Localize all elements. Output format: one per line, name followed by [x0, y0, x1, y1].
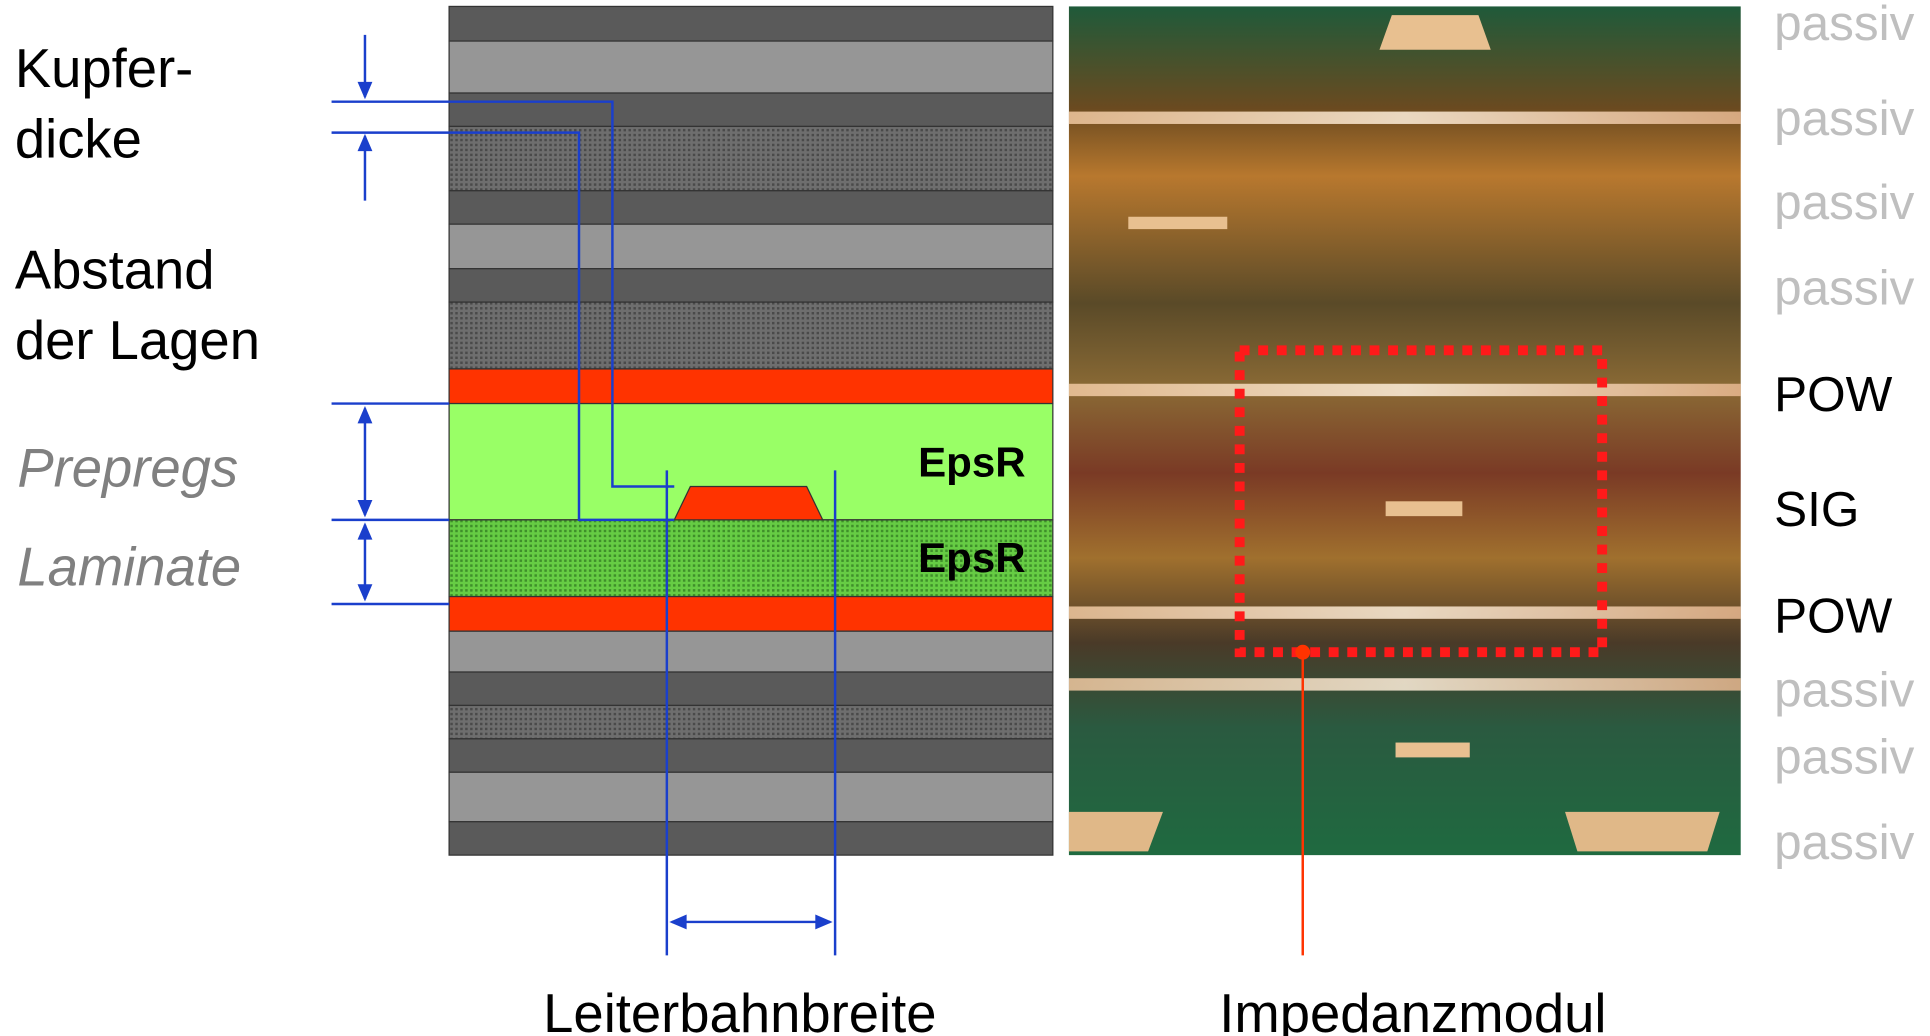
label: Laminate — [17, 536, 241, 597]
bottom-label: Leiterbahnbreite — [543, 983, 936, 1036]
layer-label: SIG — [1774, 482, 1859, 537]
label: der Lagen — [15, 310, 260, 371]
layer-label: passiv — [1774, 663, 1914, 718]
epsr-label: EpsR — [918, 439, 1025, 486]
layer-label: POW — [1774, 588, 1892, 643]
label: Abstand — [15, 240, 215, 301]
layer-label: passiv — [1774, 175, 1914, 230]
layer-label: passiv — [1774, 815, 1914, 870]
left-labels: Kupfer- dicke Abstand der Lagen Prepregs… — [15, 38, 260, 598]
label: Prepregs — [17, 437, 238, 498]
bottom-label: Impedanzmodul — [1219, 983, 1606, 1036]
label: Kupfer- — [15, 38, 193, 99]
layer-label: passiv — [1774, 729, 1914, 784]
layer-label: POW — [1774, 367, 1892, 422]
layer-labels: passiv passiv passiv passiv POW SIG POW passiv p… — [1774, 0, 1914, 870]
epsr-label: EpsR — [918, 534, 1025, 581]
label: dicke — [15, 108, 142, 169]
layer-label: passiv — [1774, 91, 1914, 146]
micrograph — [1069, 6, 1741, 955]
layer-label: passiv — [1774, 261, 1914, 316]
layer-label: passiv — [1774, 0, 1914, 51]
stackup-diagram: EpsR EpsR Kupfer- dicke Abstand der Lage… — [0, 0, 1930, 1036]
